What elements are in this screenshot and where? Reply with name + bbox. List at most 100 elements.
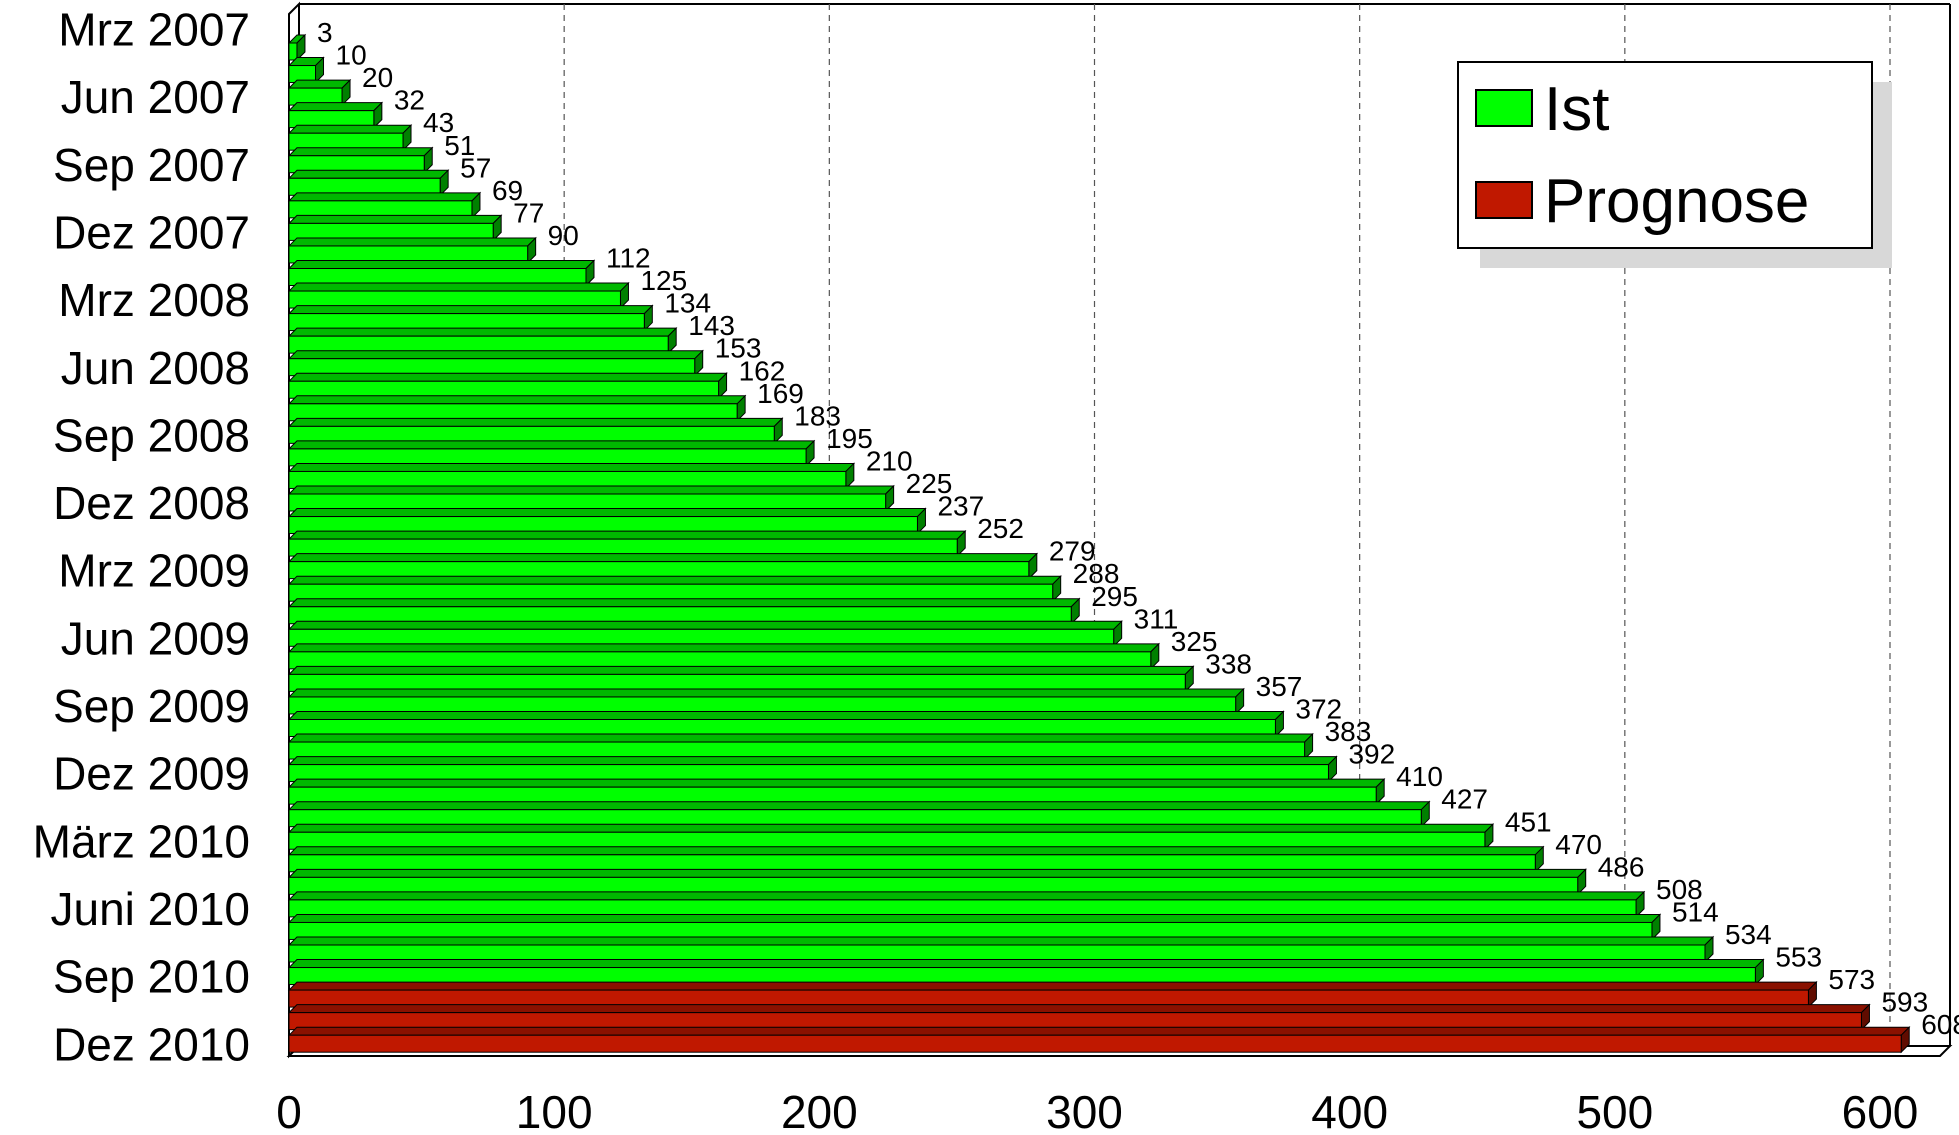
data-label: 169 (757, 378, 804, 409)
bar (287, 1003, 1871, 1031)
bar (287, 349, 704, 377)
bar (287, 823, 1495, 851)
legend-label-prognose: Prognose (1544, 167, 1809, 236)
data-label: 325 (1171, 626, 1218, 657)
bar (287, 980, 1818, 1009)
data-label: 3 (317, 17, 333, 48)
bar (287, 33, 307, 62)
bar (287, 507, 927, 535)
y-tick-label: Sep 2007 (53, 139, 250, 191)
data-label: 210 (866, 445, 913, 476)
bar (287, 169, 450, 197)
y-axis-labels: Mrz 2007 Jun 2007 Sep 2007 Dez 2007 Mrz 2008… (33, 4, 250, 1071)
data-label: 553 (1775, 942, 1822, 973)
bar (287, 78, 352, 107)
bar (287, 101, 384, 129)
y-tick-label: Juni 2010 (51, 883, 251, 935)
y-tick-label: Sep 2010 (53, 951, 250, 1003)
data-label: 77 (513, 197, 544, 228)
data-label: 427 (1441, 784, 1488, 815)
bar (287, 845, 1545, 874)
data-label: 534 (1725, 919, 1772, 950)
bar (287, 732, 1314, 761)
x-tick-label: 0 (276, 1086, 302, 1135)
data-label: 383 (1325, 716, 1372, 747)
bar (287, 236, 537, 265)
bar (287, 755, 1338, 783)
bar (287, 777, 1386, 806)
data-label: 195 (826, 423, 873, 454)
data-label: 43 (423, 107, 454, 138)
x-axis-labels: 0 100 200 300 400 500 600 (276, 1086, 1918, 1135)
data-label: 252 (977, 513, 1024, 544)
bar (287, 597, 1081, 625)
bar (287, 800, 1431, 828)
bar (287, 574, 1062, 603)
y-tick-label: Sep 2008 (53, 409, 250, 461)
bar (287, 484, 895, 513)
bar (287, 56, 325, 84)
data-label: 162 (739, 355, 786, 386)
y-tick-label: Dez 2010 (53, 1018, 250, 1070)
y-tick-label: März 2010 (33, 815, 250, 867)
legend-label-ist: Ist (1544, 75, 1609, 144)
bar (287, 123, 413, 152)
y-tick-label: Jun 2008 (61, 342, 250, 394)
y-tick-label: Mrz 2007 (58, 4, 250, 56)
bar (287, 552, 1039, 580)
data-label: 372 (1295, 694, 1342, 725)
bar (287, 372, 728, 400)
data-label: 69 (492, 175, 523, 206)
data-label: 470 (1555, 829, 1602, 860)
data-label: 392 (1348, 739, 1395, 770)
data-label: 410 (1396, 761, 1443, 792)
x-tick-label: 100 (516, 1086, 593, 1135)
x-tick-label: 300 (1046, 1086, 1123, 1135)
y-tick-label: Jun 2007 (61, 71, 250, 123)
data-label: 32 (394, 85, 425, 116)
y-tick-label: Dez 2008 (53, 477, 250, 529)
y-tick-label: Dez 2007 (53, 206, 250, 258)
bar (287, 146, 434, 174)
data-label: 10 (336, 40, 367, 71)
x-tick-label: 600 (1842, 1086, 1919, 1135)
data-label: 153 (715, 333, 762, 364)
x-tick-label: 500 (1576, 1086, 1653, 1135)
bar (287, 642, 1160, 671)
bar (287, 958, 1765, 986)
bar (287, 394, 747, 423)
legend-swatch-prognose (1475, 181, 1533, 219)
bar (287, 687, 1245, 716)
bar (287, 913, 1662, 941)
data-label: 51 (444, 130, 475, 161)
data-label: 112 (606, 243, 651, 274)
data-label: 134 (664, 288, 711, 319)
bar (287, 281, 630, 310)
legend-swatch-ist (1475, 89, 1533, 127)
y-tick-label: Dez 2009 (53, 748, 250, 800)
data-label: 593 (1881, 987, 1928, 1018)
bar (287, 710, 1285, 738)
bar (287, 304, 654, 332)
bar (287, 935, 1715, 964)
data-label: 90 (548, 220, 579, 251)
data-label: 608 (1921, 1009, 1959, 1040)
bar (287, 439, 816, 468)
bar (287, 890, 1646, 919)
bar (287, 868, 1587, 896)
bar (287, 529, 967, 558)
data-label: 338 (1205, 648, 1252, 679)
x-tick-label: 400 (1311, 1086, 1388, 1135)
data-label: 237 (937, 491, 984, 522)
bar (287, 191, 482, 220)
data-label: 573 (1828, 964, 1875, 995)
bar (287, 326, 678, 355)
data-label: 20 (362, 62, 393, 93)
bar (287, 417, 784, 445)
data-label: 57 (460, 152, 491, 183)
data-label: 279 (1049, 536, 1096, 567)
data-label: 486 (1598, 851, 1645, 882)
bar (287, 259, 596, 287)
data-label: 514 (1672, 896, 1719, 927)
